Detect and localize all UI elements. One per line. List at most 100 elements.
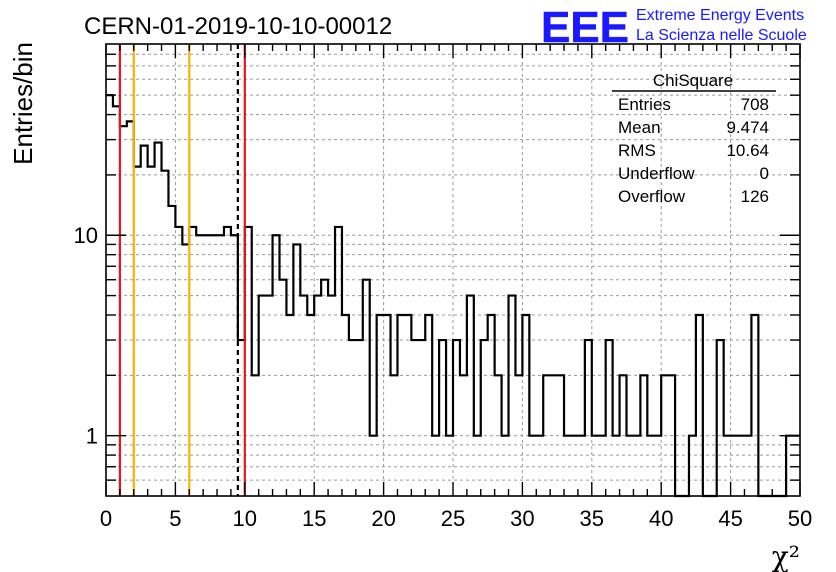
histogram-bin xyxy=(529,436,536,496)
histogram-bin xyxy=(460,375,467,496)
histogram-bin xyxy=(280,280,287,496)
run-title: CERN-01-2019-10-10-00012 xyxy=(84,13,392,40)
histogram-bin xyxy=(515,375,522,496)
x-tick-label: 45 xyxy=(718,506,742,531)
stats-label-mean: Mean xyxy=(618,118,661,137)
histogram-bin xyxy=(328,296,335,496)
histogram-bin xyxy=(224,227,231,496)
histogram-bin xyxy=(273,235,280,496)
histogram-bin xyxy=(488,315,495,496)
stats-value-overflow: 126 xyxy=(741,187,769,206)
tick-labels: 0 5 10 15 20 25 30 35 40 45 50 1 10 xyxy=(74,223,813,531)
histogram-bin xyxy=(744,436,751,496)
histogram-bin xyxy=(599,436,606,496)
histogram-bin xyxy=(335,227,342,496)
histogram-bin xyxy=(349,340,356,496)
x-tick-label: 35 xyxy=(580,506,604,531)
histogram-bin xyxy=(342,315,349,496)
x-tick-label: 40 xyxy=(649,506,673,531)
histogram-bin xyxy=(592,436,599,496)
x-tick-label: 50 xyxy=(788,506,812,531)
histogram-bin xyxy=(384,315,391,496)
histogram-bin xyxy=(522,315,529,496)
histogram-bin xyxy=(668,375,675,496)
stats-value-underflow: 0 xyxy=(760,164,769,183)
histogram-bin xyxy=(446,436,453,496)
histogram-bin xyxy=(370,436,377,496)
histogram-bin xyxy=(196,235,203,496)
org-tagline: La Scienza nelle Scuole xyxy=(636,27,807,44)
histogram-bin xyxy=(356,340,363,496)
histogram-bin xyxy=(633,436,640,496)
histogram-bin xyxy=(467,296,474,496)
histogram-bin xyxy=(148,167,155,496)
histogram-bin xyxy=(640,375,647,496)
histogram-bin xyxy=(453,340,460,496)
histogram-bin xyxy=(203,235,210,496)
axes xyxy=(105,43,801,497)
histogram-bin xyxy=(696,315,703,496)
histogram-bin xyxy=(432,436,439,496)
histogram-bin xyxy=(620,375,627,496)
histogram-bin xyxy=(613,436,620,496)
histogram-bin xyxy=(606,340,613,496)
histogram xyxy=(106,94,800,498)
histogram-bin xyxy=(286,315,293,496)
histogram-bin xyxy=(536,436,543,496)
histogram-bin xyxy=(731,436,738,496)
x-tick-label: 0 xyxy=(100,506,112,531)
histogram-bin xyxy=(439,340,446,496)
stats-label-rms: RMS xyxy=(618,141,656,160)
stats-label-overflow: Overflow xyxy=(618,187,686,206)
histogram-bin xyxy=(661,375,668,496)
x-tick-label: 30 xyxy=(510,506,534,531)
histogram-bin xyxy=(175,227,182,496)
histogram-bin xyxy=(404,315,411,496)
histogram-bin xyxy=(231,235,238,496)
histogram-bin xyxy=(155,143,162,496)
x-tick-label: 10 xyxy=(233,506,257,531)
histogram-bin xyxy=(474,436,481,496)
histogram-bin xyxy=(502,436,509,496)
histogram-bin xyxy=(550,375,557,496)
histogram-bin xyxy=(425,315,432,496)
x-tick-label: 15 xyxy=(302,506,326,531)
histogram-bin xyxy=(689,436,696,496)
stats-value-mean: 9.474 xyxy=(726,118,769,137)
histogram-bin xyxy=(724,436,731,496)
stats-label-entries: Entries xyxy=(618,95,671,114)
histogram-bin xyxy=(266,296,273,496)
x-axis-label: χ² xyxy=(772,540,800,572)
histogram-bin xyxy=(314,296,321,496)
histogram-bin xyxy=(495,375,502,496)
histogram-bin xyxy=(210,235,217,496)
histogram-bin xyxy=(585,340,592,496)
histogram-bin xyxy=(738,436,745,496)
marker-lines xyxy=(118,44,246,496)
histogram-bin xyxy=(418,340,425,496)
histogram-bin xyxy=(259,296,266,496)
org-name: Extreme Energy Events xyxy=(636,7,804,24)
histogram-bin xyxy=(300,296,307,496)
stats-value-rms: 10.64 xyxy=(726,141,769,160)
stats-title: ChiSquare xyxy=(653,71,733,90)
histogram-bin xyxy=(509,296,516,496)
y-axis-label: Entries/bin xyxy=(8,42,38,165)
histogram-bin xyxy=(564,436,571,496)
histogram-bin xyxy=(377,315,384,496)
histogram-bin xyxy=(363,280,370,496)
histogram-bin xyxy=(717,340,724,496)
histogram-bin xyxy=(751,315,758,496)
histogram-bin xyxy=(578,436,585,496)
grid xyxy=(106,44,800,496)
histogram-outline xyxy=(106,94,800,498)
y-tick-label: 1 xyxy=(86,424,98,449)
histogram-bin xyxy=(217,235,224,496)
histogram-bin xyxy=(543,375,550,496)
stats-box: ChiSquare Entries 708 Mean 9.474 RMS 10.… xyxy=(612,71,776,206)
histogram-bin xyxy=(391,375,398,496)
histogram-bin xyxy=(168,206,175,496)
histogram-bin xyxy=(481,340,488,496)
